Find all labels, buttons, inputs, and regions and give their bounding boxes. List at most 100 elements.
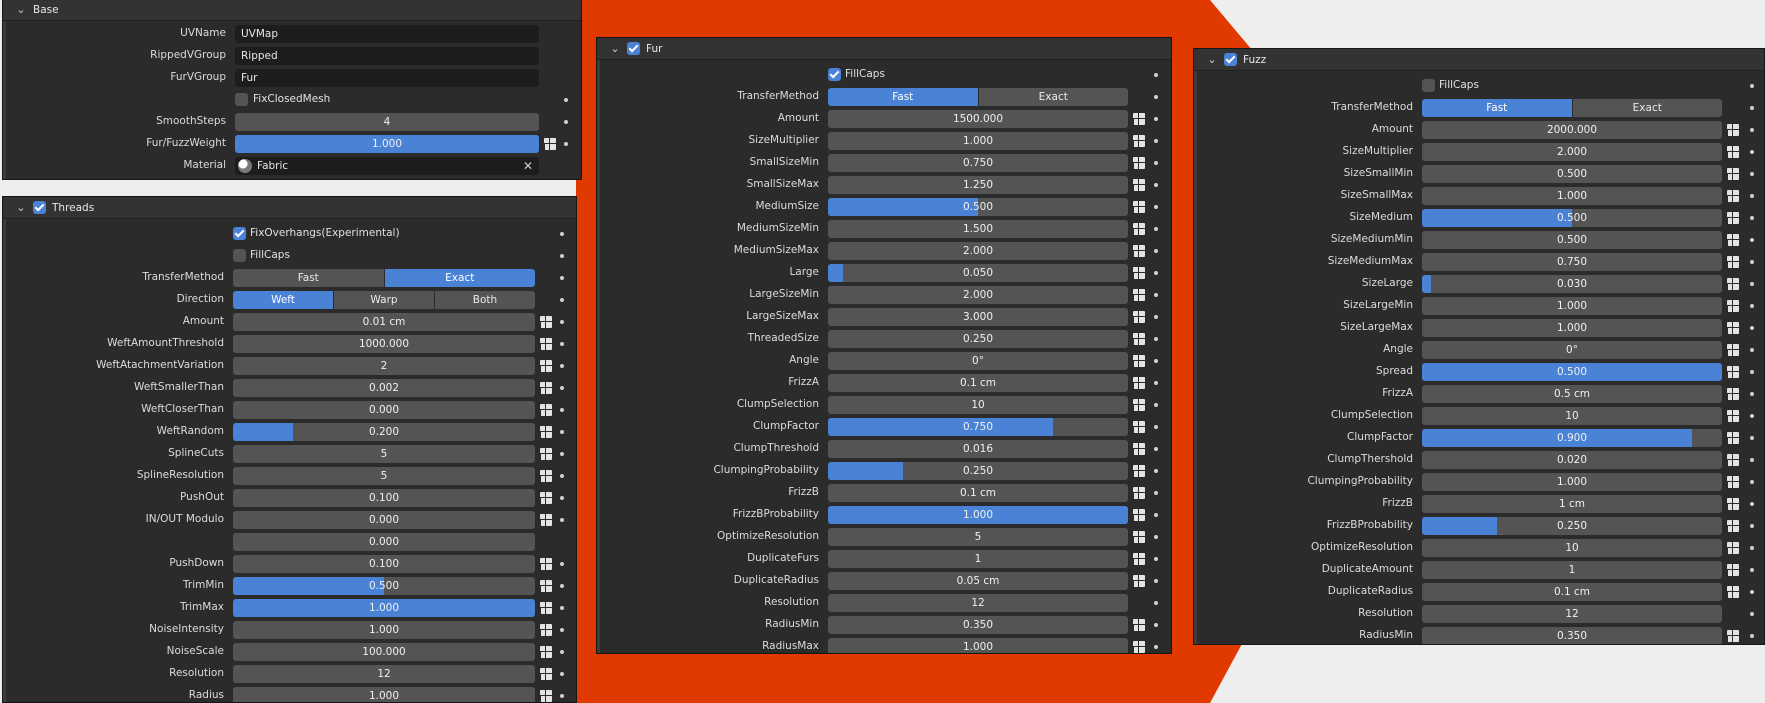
smooth-steps-field[interactable]: 4 (235, 113, 539, 131)
animate-dot-icon[interactable] (560, 606, 564, 610)
keyframe-icon[interactable] (1726, 431, 1740, 445)
keyframe-icon[interactable] (539, 425, 553, 439)
sizemediummax-field[interactable]: 0.750 (1422, 253, 1722, 271)
mediumsizemin-field[interactable]: 1.500 (828, 220, 1128, 238)
keyframe-icon[interactable] (1132, 112, 1146, 126)
animate-dot-icon[interactable] (1750, 282, 1754, 286)
animate-dot-icon[interactable] (1750, 106, 1754, 110)
animate-dot-icon[interactable] (564, 98, 568, 102)
animate-dot-icon[interactable] (1750, 304, 1754, 308)
animate-dot-icon[interactable] (1750, 436, 1754, 440)
animate-dot-icon[interactable] (1154, 183, 1158, 187)
keyframe-icon[interactable] (1132, 156, 1146, 170)
keyframe-icon[interactable] (1726, 365, 1740, 379)
animate-dot-icon[interactable] (560, 452, 564, 456)
resolution-field[interactable]: 12 (828, 594, 1128, 612)
noisescale-field[interactable]: 100.000 (233, 643, 535, 661)
keyframe-icon[interactable] (1132, 640, 1146, 653)
keyframe-icon[interactable] (539, 403, 553, 417)
keyframe-icon[interactable] (1726, 211, 1740, 225)
resolution-field[interactable]: 12 (1422, 605, 1722, 623)
keyframe-icon[interactable] (1132, 574, 1146, 588)
noiseintensity-field[interactable]: 1.000 (233, 621, 535, 639)
keyframe-icon[interactable] (1132, 552, 1146, 566)
clumpselection-field[interactable]: 10 (828, 396, 1128, 414)
keyframe-icon[interactable] (1132, 618, 1146, 632)
fill-caps-checkbox[interactable] (828, 68, 841, 81)
animate-dot-icon[interactable] (1750, 590, 1754, 594)
keyframe-icon[interactable] (1726, 519, 1740, 533)
clumpingprobability-field[interactable]: 1.000 (1422, 473, 1722, 491)
option-fast[interactable]: Fast (1422, 99, 1572, 117)
fuzz-enable-checkbox[interactable] (1224, 53, 1237, 66)
fix-overhangs-checkbox[interactable] (233, 227, 246, 240)
animate-dot-icon[interactable] (1154, 491, 1158, 495)
animate-dot-icon[interactable] (1154, 535, 1158, 539)
clumpthershold-field[interactable]: 0.020 (1422, 451, 1722, 469)
animate-dot-icon[interactable] (1750, 172, 1754, 176)
animate-dot-icon[interactable] (560, 672, 564, 676)
animate-dot-icon[interactable] (1750, 128, 1754, 132)
uvname-field[interactable]: UVMap (235, 25, 539, 43)
frizzbprobability-field[interactable]: 1.000 (828, 506, 1128, 524)
animate-dot-icon[interactable] (1154, 271, 1158, 275)
keyframe-icon[interactable] (1132, 244, 1146, 258)
animate-dot-icon[interactable] (560, 320, 564, 324)
keyframe-icon[interactable] (1132, 134, 1146, 148)
pushdown-field[interactable]: 0.100 (233, 555, 535, 573)
keyframe-icon[interactable] (1132, 288, 1146, 302)
radiusmin-field[interactable]: 0.350 (828, 616, 1128, 634)
threads-enable-checkbox[interactable] (33, 201, 46, 214)
chevron-down-icon[interactable]: ⌄ (16, 3, 26, 16)
animate-dot-icon[interactable] (1154, 447, 1158, 451)
modulo-extra-field[interactable]: 0.000 (233, 533, 535, 551)
keyframe-icon[interactable] (1726, 475, 1740, 489)
transfer-method-selector[interactable]: Fast Exact (1422, 99, 1722, 117)
animate-dot-icon[interactable] (1750, 480, 1754, 484)
animate-dot-icon[interactable] (1154, 139, 1158, 143)
animate-dot-icon[interactable] (1154, 359, 1158, 363)
mediumsizemax-field[interactable]: 2.000 (828, 242, 1128, 260)
chevron-down-icon[interactable]: ⌄ (1207, 53, 1217, 66)
keyframe-icon[interactable] (1132, 464, 1146, 478)
keyframe-icon[interactable] (1726, 145, 1740, 159)
keyframe-icon[interactable] (1726, 343, 1740, 357)
animate-dot-icon[interactable] (560, 430, 564, 434)
keyframe-icon[interactable] (539, 601, 553, 615)
keyframe-icon[interactable] (1726, 497, 1740, 511)
keyframe-icon[interactable] (543, 137, 557, 151)
animate-dot-icon[interactable] (1750, 326, 1754, 330)
direction-selector[interactable]: Weft Warp Both (233, 291, 535, 309)
keyframe-icon[interactable] (1132, 200, 1146, 214)
clumpthreshold-field[interactable]: 0.016 (828, 440, 1128, 458)
optimizeresolution-field[interactable]: 10 (1422, 539, 1722, 557)
splineresolution-field[interactable]: 5 (233, 467, 535, 485)
fur-enable-checkbox[interactable] (627, 42, 640, 55)
keyframe-icon[interactable] (1132, 310, 1146, 324)
fur-group-field[interactable]: Fur (235, 69, 539, 87)
animate-dot-icon[interactable] (1750, 370, 1754, 374)
clumpfactor-field[interactable]: 0.750 (828, 418, 1128, 436)
keyframe-icon[interactable] (1726, 255, 1740, 269)
weftrandom-field[interactable]: 0.200 (233, 423, 535, 441)
animate-dot-icon[interactable] (560, 694, 564, 698)
keyframe-icon[interactable] (1726, 563, 1740, 577)
option-exact[interactable]: Exact (384, 269, 535, 287)
large-field[interactable]: 0.050 (828, 264, 1128, 282)
keyframe-icon[interactable] (1726, 299, 1740, 313)
keyframe-icon[interactable] (539, 689, 553, 702)
keyframe-icon[interactable] (539, 359, 553, 373)
option-exact[interactable]: Exact (978, 88, 1128, 106)
animate-dot-icon[interactable] (1154, 623, 1158, 627)
chevron-down-icon[interactable]: ⌄ (610, 42, 620, 55)
animate-dot-icon[interactable] (1750, 216, 1754, 220)
animate-dot-icon[interactable] (560, 408, 564, 412)
keyframe-icon[interactable] (539, 337, 553, 351)
spread-field[interactable]: 0.500 (1422, 363, 1722, 381)
ripped-group-field[interactable]: Ripped (235, 47, 539, 65)
animate-dot-icon[interactable] (560, 342, 564, 346)
animate-dot-icon[interactable] (560, 496, 564, 500)
option-fast[interactable]: Fast (828, 88, 978, 106)
animate-dot-icon[interactable] (1750, 392, 1754, 396)
animate-dot-icon[interactable] (1154, 557, 1158, 561)
